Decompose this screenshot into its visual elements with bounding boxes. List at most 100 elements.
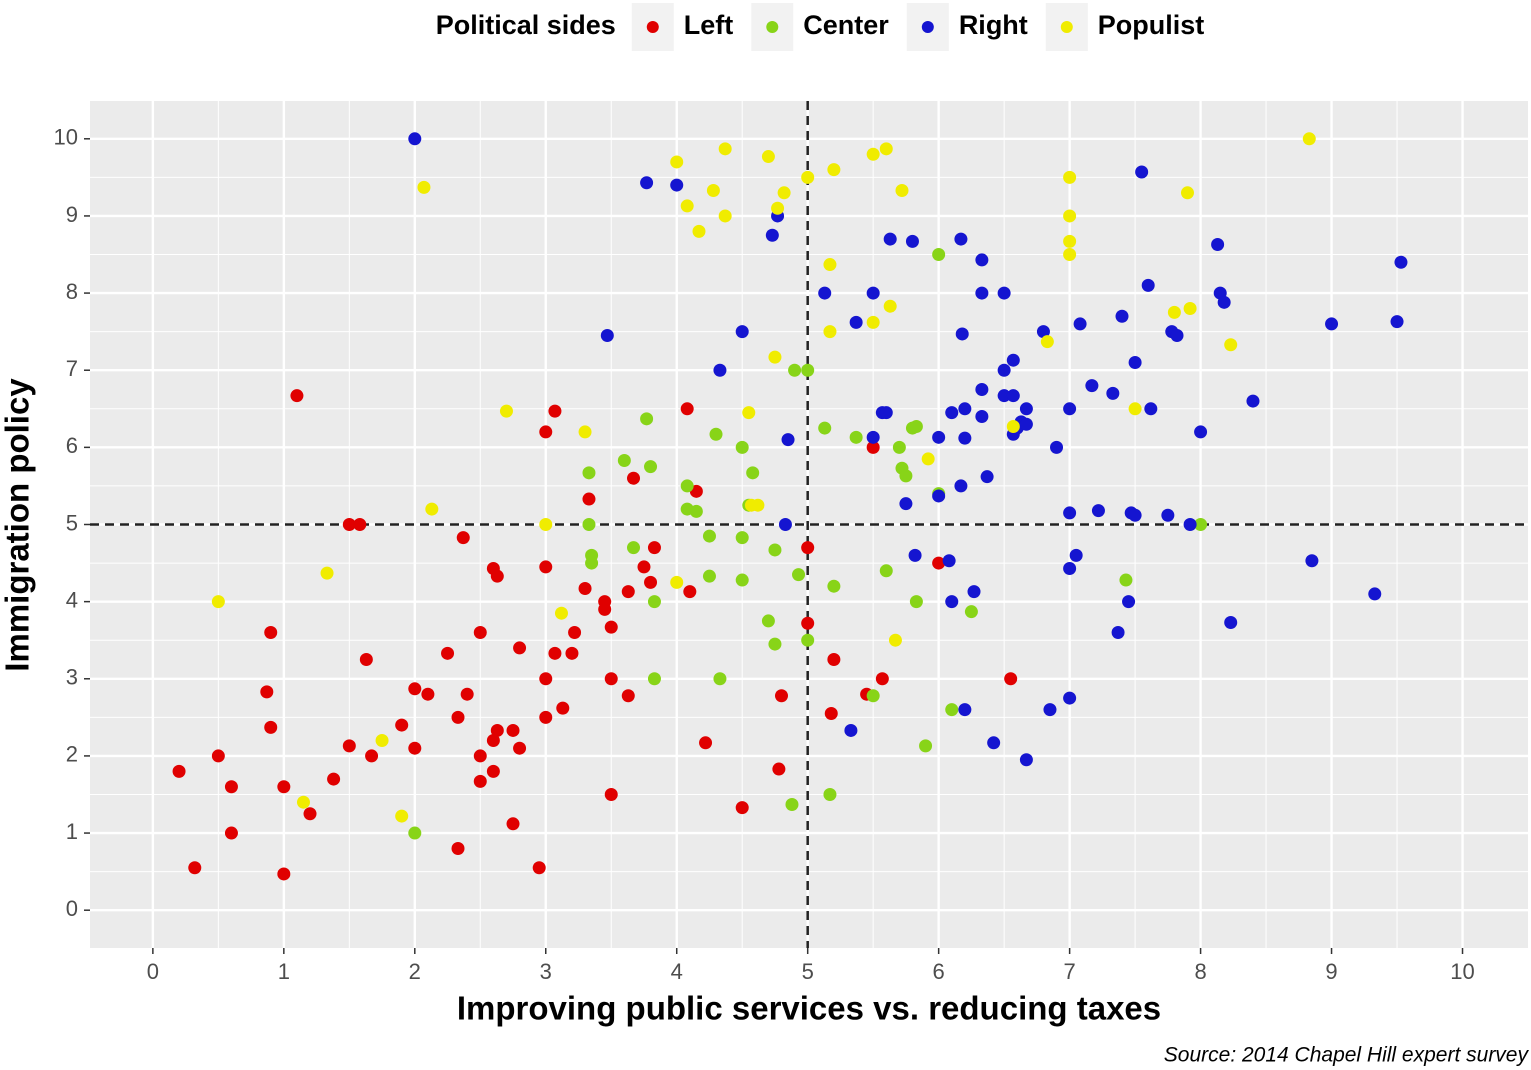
point [582,518,596,531]
point [777,186,791,200]
point [967,585,981,599]
point [1183,302,1197,316]
point [702,529,716,543]
point [568,625,582,639]
point [866,286,880,300]
point [1106,386,1120,400]
point [640,412,654,426]
point [554,606,568,620]
point [1325,317,1339,331]
point [801,363,815,377]
point [456,531,470,545]
point [1217,295,1231,309]
point [1128,402,1142,416]
point [1302,132,1316,146]
point [647,595,661,609]
point [277,867,291,881]
point [909,595,923,609]
point [1211,237,1225,251]
point [556,701,570,715]
legend-title: Political sides [436,10,616,40]
point [908,548,922,562]
point [172,764,186,778]
point [408,826,422,840]
source-note: Source: 2014 Chapel Hill expert survey [1164,1044,1530,1067]
point [395,809,409,823]
point [932,556,946,570]
point [532,861,546,875]
y-tick-label: 1 [66,819,78,844]
point [997,389,1011,403]
point [975,383,989,397]
point [224,780,238,794]
legend-marker [766,21,779,33]
point [408,682,422,696]
point [1019,402,1033,416]
point [490,723,504,737]
point [506,723,520,737]
point [1194,425,1208,439]
point [417,180,431,194]
point [670,178,684,192]
point [303,807,317,821]
point [781,433,795,447]
point [1004,672,1018,686]
point [670,155,684,169]
point [713,672,727,686]
point [290,389,304,403]
point [879,564,893,578]
point [746,466,760,480]
point [264,625,278,639]
point [801,170,815,184]
point [1063,561,1077,575]
point [670,575,684,589]
point [1141,278,1155,292]
point [788,363,802,377]
point [778,518,792,531]
point [1085,379,1099,393]
point [680,402,694,416]
point [883,232,897,246]
point [408,132,422,146]
point [1183,518,1197,531]
point [1167,305,1181,319]
point [785,798,799,812]
y-axis-title: Immigration policy [0,378,36,672]
point [751,498,765,512]
point [883,299,897,313]
legend-marker [646,21,659,33]
point [987,736,1001,750]
point [680,479,694,493]
point [899,497,913,511]
point [621,585,635,599]
point [866,440,880,454]
point [1006,389,1020,403]
point [1036,325,1050,339]
point [689,504,703,518]
y-tick-label: 5 [66,510,78,535]
point [1050,440,1064,454]
point [718,142,732,156]
x-tick-label: 5 [802,959,814,984]
point [421,687,435,701]
point [1063,234,1077,248]
point [264,720,278,734]
point [1144,402,1158,416]
point [875,672,889,686]
point [1161,508,1175,522]
point [604,620,618,634]
point [801,616,815,630]
point [945,703,959,717]
point [473,774,487,788]
point [932,248,946,262]
point [320,566,334,580]
point [958,703,972,717]
point [844,723,858,737]
point [997,286,1011,300]
y-tick-label: 9 [66,202,78,227]
point [879,142,893,156]
point [1115,309,1129,323]
point [975,410,989,424]
point [1224,615,1238,629]
point [296,795,310,809]
